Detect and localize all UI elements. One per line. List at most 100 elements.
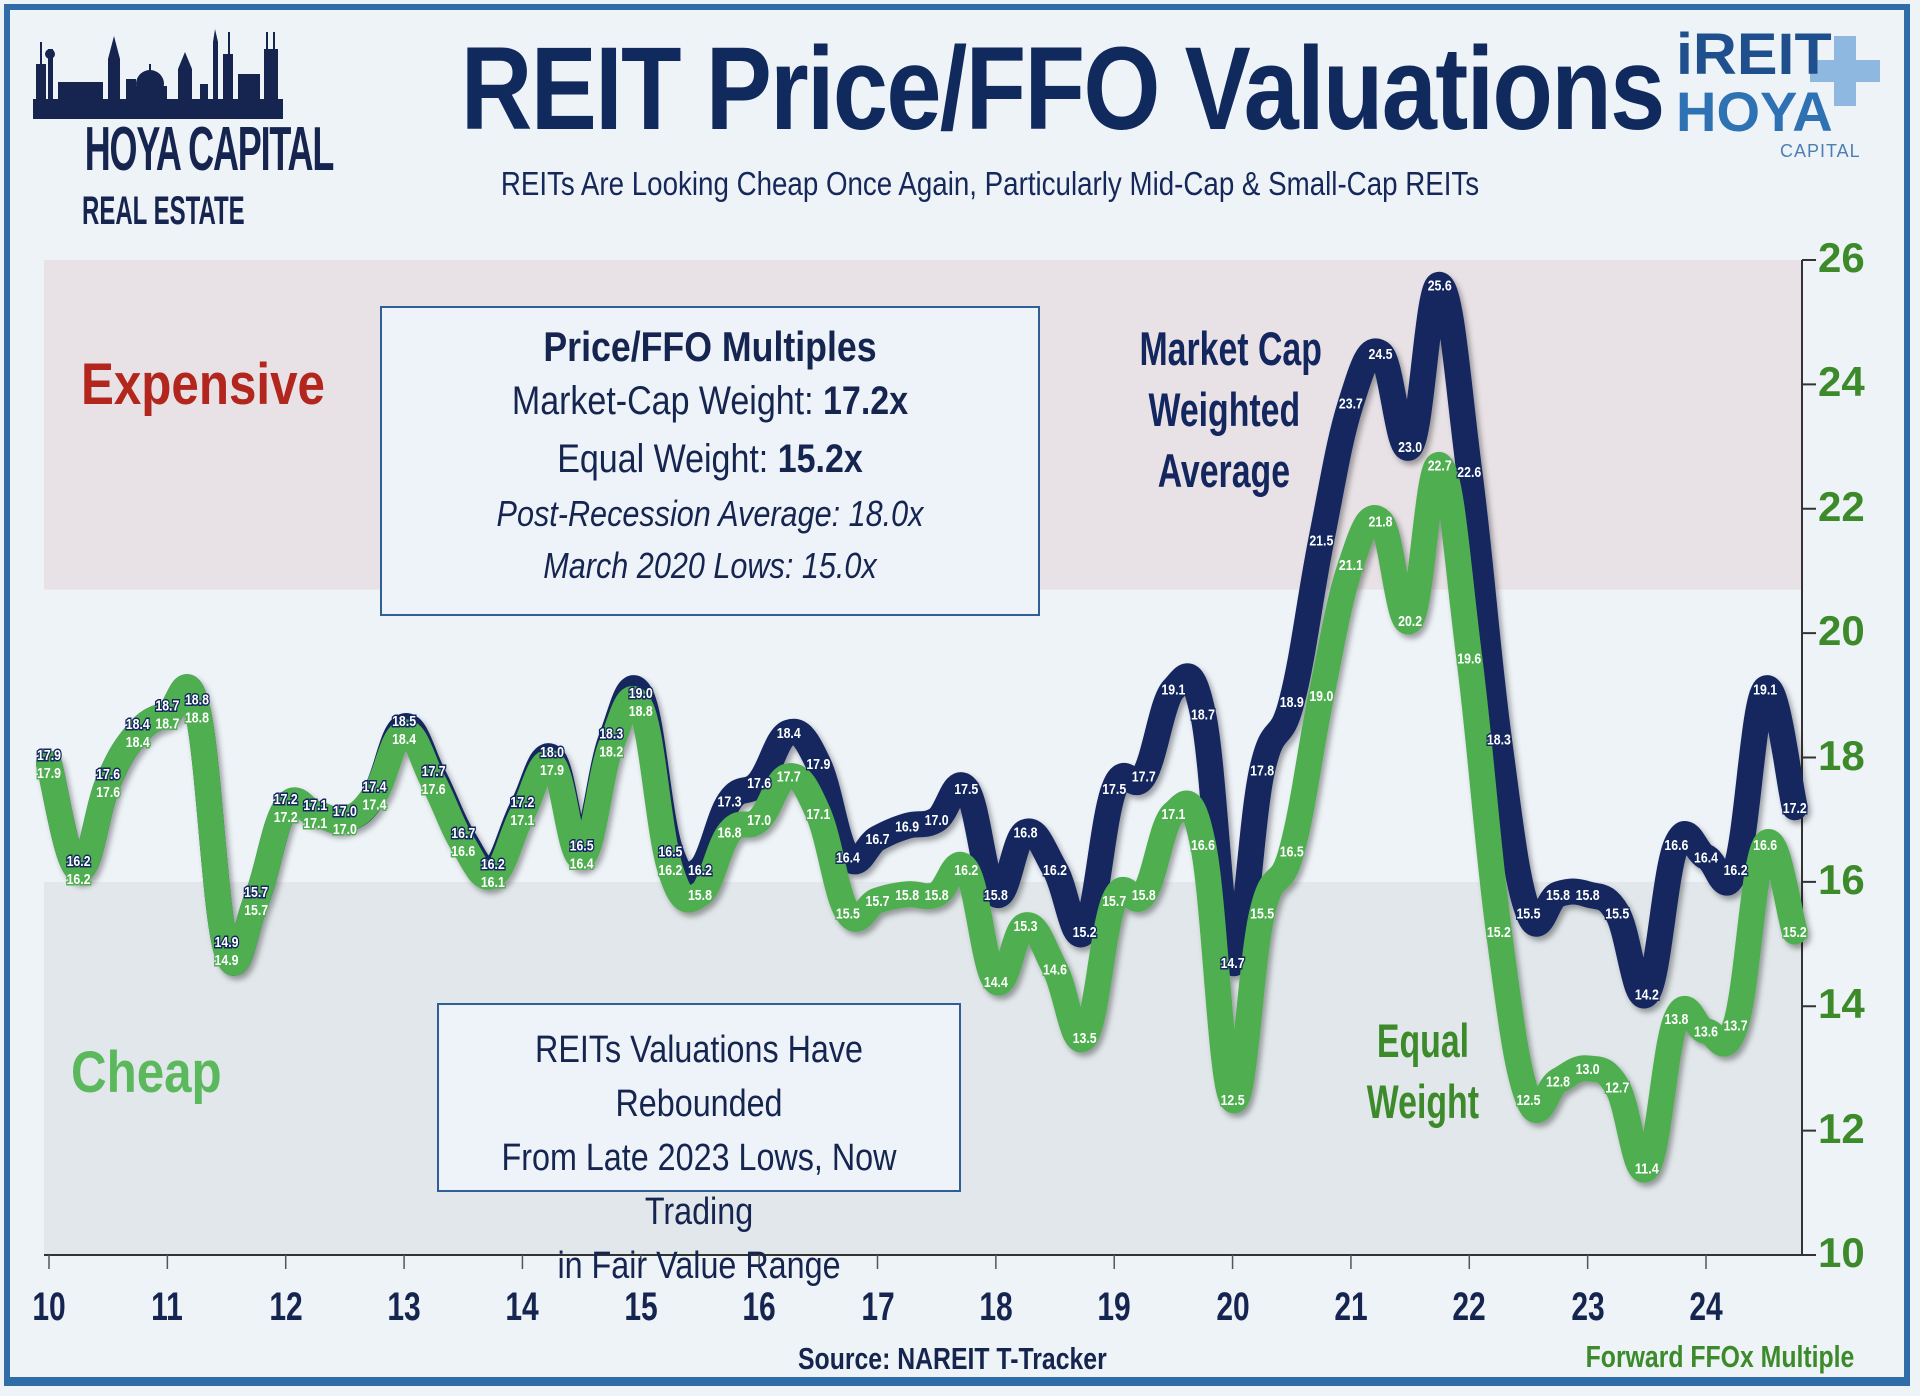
equal-weight-data-label: 17.9 xyxy=(540,762,564,779)
y-tick-label: 22 xyxy=(1818,482,1865,530)
hoya-capital-logo: HOYA CAPITAL REAL ESTATE xyxy=(28,24,335,234)
market-cap-data-label: 15.7 xyxy=(244,884,268,901)
cheap-label: Cheap xyxy=(71,1040,222,1105)
equal-weight-data-label: 17.1 xyxy=(510,812,534,829)
market-cap-data-label: 23.7 xyxy=(1339,396,1363,413)
logo-brand: HOYA CAPITAL xyxy=(84,115,335,184)
equal-weight-data-label: 18.8 xyxy=(185,709,209,726)
market-cap-data-label: 17.9 xyxy=(806,756,830,773)
market-cap-data-label: 17.0 xyxy=(925,812,949,829)
equal-weight-data-label: 15.8 xyxy=(925,887,949,904)
market-cap-data-label: 18.5 xyxy=(392,713,416,730)
equal-weight-data-label: 15.2 xyxy=(1783,924,1807,941)
market-cap-data-label: 16.2 xyxy=(688,862,712,879)
market-cap-data-label: 19.1 xyxy=(1161,682,1185,699)
info-market-cap: Market-Cap Weight: 17.2x xyxy=(431,372,989,430)
market-cap-data-label: 18.0 xyxy=(540,744,564,761)
market-cap-data-label: 17.9 xyxy=(37,747,61,764)
page-subtitle: REITs Are Looking Cheap Once Again, Part… xyxy=(500,165,1480,202)
logo-sub: REAL ESTATE xyxy=(82,189,245,233)
equal-weight-data-label: 19.0 xyxy=(1309,688,1333,705)
equal-weight-data-label: 17.2 xyxy=(274,809,298,826)
expensive-label: Expensive xyxy=(81,352,325,417)
market-cap-data-label: 16.6 xyxy=(1664,837,1688,854)
equal-weight-series-label: Equal Weight xyxy=(1333,1010,1513,1132)
equal-weight-data-label: 22.7 xyxy=(1428,458,1452,475)
equal-weight-data-label: 16.5 xyxy=(1280,843,1304,860)
equal-weight-data-label: 16.6 xyxy=(1191,837,1215,854)
equal-weight-data-label: 16.4 xyxy=(570,855,595,872)
mc-label: Market-Cap Weight: xyxy=(511,379,824,423)
equal-weight-data-label: 18.7 xyxy=(155,715,179,732)
market-cap-data-label: 18.7 xyxy=(1191,706,1215,723)
market-cap-data-label: 16.2 xyxy=(1724,862,1748,879)
equal-weight-data-label: 12.5 xyxy=(1516,1092,1540,1109)
equal-weight-data-label: 16.6 xyxy=(1753,837,1777,854)
equal-weight-data-label: 17.7 xyxy=(777,769,801,786)
chart-frame xyxy=(4,4,1910,1386)
equal-weight-data-label: 15.7 xyxy=(866,893,890,910)
market-cap-data-label: 18.8 xyxy=(185,691,209,708)
x-tick-label: 16 xyxy=(742,1285,776,1329)
market-cap-data-label: 18.3 xyxy=(599,725,623,742)
market-cap-series-label: Market Cap Weighted Average xyxy=(1104,318,1344,501)
equal-weight-data-label: 15.8 xyxy=(1132,887,1156,904)
market-cap-data-label: 16.7 xyxy=(866,831,890,848)
series-label-line: Market Cap xyxy=(1139,322,1322,375)
x-tick-label: 17 xyxy=(860,1285,895,1329)
multiples-info-box: Price/FFO Multiples Market-Cap Weight: 1… xyxy=(380,306,1040,616)
equal-weight-data-label: 15.7 xyxy=(244,902,268,919)
source-note: Source: NAREIT T-Tracker xyxy=(798,1341,1107,1376)
equal-weight-data-label: 19.6 xyxy=(1457,651,1481,668)
x-tick-label: 15 xyxy=(624,1285,658,1329)
market-cap-data-label: 16.4 xyxy=(1694,850,1719,867)
info-heading: Price/FFO Multiples xyxy=(543,323,877,370)
equal-weight-data-label: 17.6 xyxy=(422,781,446,798)
equal-weight-data-label: 18.4 xyxy=(126,734,151,751)
x-tick-label: 23 xyxy=(1570,1285,1605,1329)
market-cap-data-label: 18.4 xyxy=(777,725,802,742)
market-cap-data-label: 17.2 xyxy=(274,791,298,808)
equal-weight-data-label: 16.2 xyxy=(658,862,682,879)
logo-line3: CAPITAL xyxy=(1780,141,1861,161)
market-cap-data-label: 24.5 xyxy=(1369,346,1393,363)
market-cap-data-label: 17.5 xyxy=(1102,781,1126,798)
equal-weight-data-label: 17.0 xyxy=(747,812,771,829)
equal-weight-data-label: 16.1 xyxy=(481,874,505,891)
y-tick-label: 12 xyxy=(1818,1104,1865,1152)
logo-line1: iREIT xyxy=(1676,22,1832,87)
equal-weight-data-label: 17.0 xyxy=(333,821,357,838)
x-tick-label: 18 xyxy=(979,1285,1013,1329)
equal-weight-data-label: 18.2 xyxy=(599,743,623,760)
market-cap-data-label: 15.8 xyxy=(1546,887,1570,904)
equal-weight-data-label: 16.8 xyxy=(718,825,742,842)
equal-weight-data-label: 20.2 xyxy=(1398,613,1422,630)
equal-weight-line xyxy=(36,452,1808,1183)
note-box: REITs Valuations Have Rebounded From Lat… xyxy=(437,1003,961,1287)
market-cap-data-label: 17.6 xyxy=(96,766,120,783)
equal-weight-data-label: 18.8 xyxy=(629,703,653,720)
equal-weight-data-label: 17.4 xyxy=(362,796,387,813)
market-cap-data-label: 15.5 xyxy=(1516,905,1540,922)
market-cap-data-label: 16.2 xyxy=(67,853,91,870)
equal-weight-data-label: 17.1 xyxy=(303,815,327,832)
equal-weight-data-label: 12.8 xyxy=(1546,1073,1570,1090)
y-tick-label: 20 xyxy=(1818,607,1865,655)
market-cap-data-label: 17.6 xyxy=(747,775,771,792)
market-cap-data-label: 23.0 xyxy=(1398,439,1422,456)
market-cap-data-label: 17.7 xyxy=(422,763,446,780)
equal-weight-data-label: 14.4 xyxy=(984,974,1009,991)
y-tick-label: 26 xyxy=(1818,234,1865,281)
market-cap-data-label: 17.0 xyxy=(333,803,357,820)
plus-icon xyxy=(1810,36,1880,106)
equal-weight-data-label: 13.0 xyxy=(1576,1061,1600,1078)
equal-weight-data-label: 15.7 xyxy=(1102,893,1126,910)
equal-weight-data-label: 15.8 xyxy=(688,887,712,904)
equal-weight-data-label: 13.5 xyxy=(1073,1030,1097,1047)
equal-weight-data-label: 15.5 xyxy=(1250,905,1274,922)
market-cap-data-label: 16.5 xyxy=(570,837,594,854)
market-cap-data-label: 14.9 xyxy=(215,934,239,951)
skyline-icon xyxy=(33,29,283,119)
market-cap-data-label: 18.7 xyxy=(155,697,179,714)
market-cap-data-label: 17.2 xyxy=(1783,800,1807,817)
